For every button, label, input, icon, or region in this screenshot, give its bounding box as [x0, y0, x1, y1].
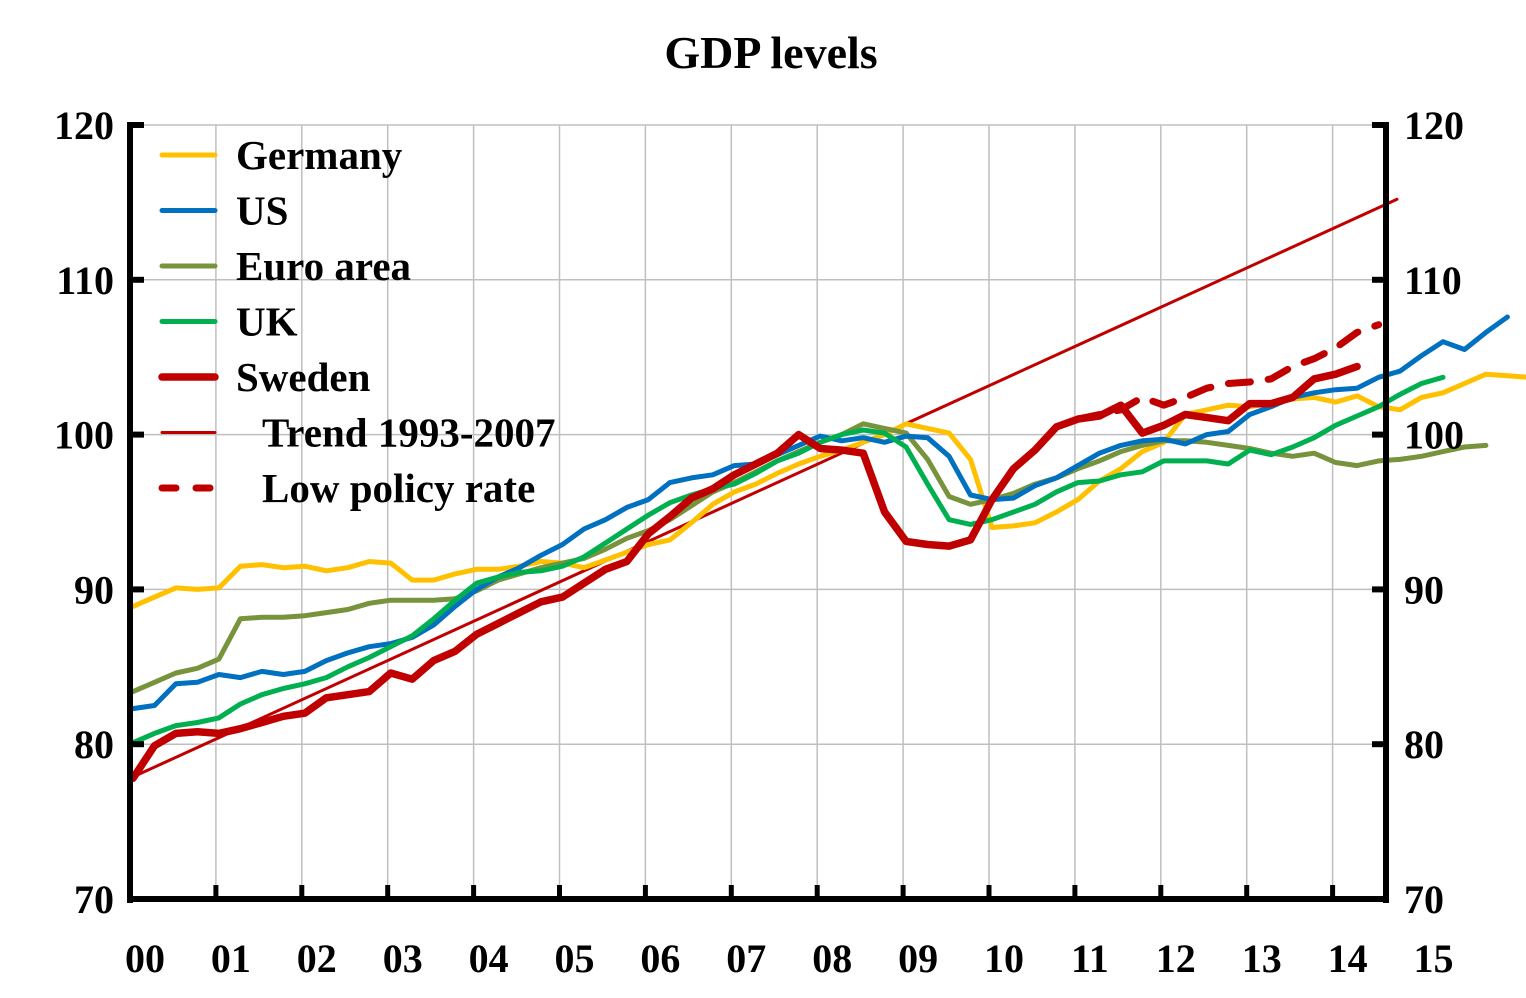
y-tick-label-left: 70 [74, 877, 114, 922]
y-tick-label-left: 100 [54, 413, 114, 458]
series-line-trend-1993-2007 [128, 197, 1399, 780]
legend-item-euro-area: Euro area [159, 243, 411, 289]
legend-item-sweden: Sweden [158, 354, 371, 400]
series-line-uk [130, 374, 1446, 746]
legend-label: US [236, 188, 288, 234]
x-tick-label: 09 [898, 936, 938, 981]
legend-label: Trend 1993-2007 [262, 410, 555, 456]
chart-title: GDP levels [664, 27, 877, 78]
y-axis-right-labels: 70 80 90 100 110 120 [1404, 103, 1464, 922]
series-line-sweden [129, 362, 1361, 783]
y-tick-label-right: 80 [1404, 722, 1444, 767]
legend-item-uk: UK [159, 299, 298, 345]
x-tick-label: 12 [1156, 936, 1196, 981]
y-tick-label-right: 100 [1404, 413, 1464, 458]
y-tick-label-left: 110 [56, 258, 114, 303]
x-tick-label: 14 [1328, 936, 1368, 981]
axes [127, 122, 1389, 903]
x-tick-label: 08 [812, 936, 852, 981]
x-tick-label: 11 [1071, 936, 1109, 981]
legend-label: Sweden [236, 354, 371, 400]
legend-item-trend-1993-2007: Trend 1993-2007 [160, 410, 555, 456]
legend-item-germany: Germany [159, 132, 403, 178]
legend-label: Euro area [236, 243, 411, 289]
x-tick-label: 05 [555, 936, 595, 981]
y-tick-label-left: 80 [74, 722, 114, 767]
x-tick-label: 02 [297, 936, 337, 981]
y-tick-label-right: 110 [1404, 258, 1462, 303]
legend: Germany US Euro area UK Sweden Trend 1993-200… [158, 132, 555, 511]
x-tick-label: 03 [383, 936, 423, 981]
x-tick-label: 01 [211, 936, 251, 981]
y-tick-label-left: 90 [74, 567, 114, 612]
series-lines [128, 197, 1526, 783]
x-tick-label: 04 [469, 936, 509, 981]
x-tick-label: 07 [726, 936, 766, 981]
legend-label: UK [236, 299, 298, 345]
series-line-euro-area [130, 421, 1489, 695]
y-tick-label-left: 120 [54, 103, 114, 148]
x-tick-label: 00 [125, 936, 165, 981]
x-axis-labels: 00 01 02 03 04 05 06 07 08 09 10 11 12 13 14 15 [125, 936, 1454, 981]
gridlines [130, 124, 1386, 899]
legend-item-low-policy-rate: Low policy rate [158, 465, 535, 511]
y-tick-label-right: 70 [1404, 877, 1444, 922]
y-tick-label-right: 120 [1404, 103, 1464, 148]
legend-label: Germany [236, 132, 403, 178]
legend-item-us: US [159, 188, 288, 234]
series-line-low-policy-rate [1074, 321, 1383, 423]
x-tick-label: 13 [1242, 936, 1282, 981]
y-tick-label-right: 90 [1404, 567, 1444, 612]
x-tick-label: 10 [984, 936, 1024, 981]
x-tick-label: 06 [640, 936, 680, 981]
x-tick-label: 15 [1414, 936, 1454, 981]
y-axis-left-labels: 70 80 90 100 110 120 [54, 103, 114, 922]
legend-label: Low policy rate [262, 465, 535, 511]
